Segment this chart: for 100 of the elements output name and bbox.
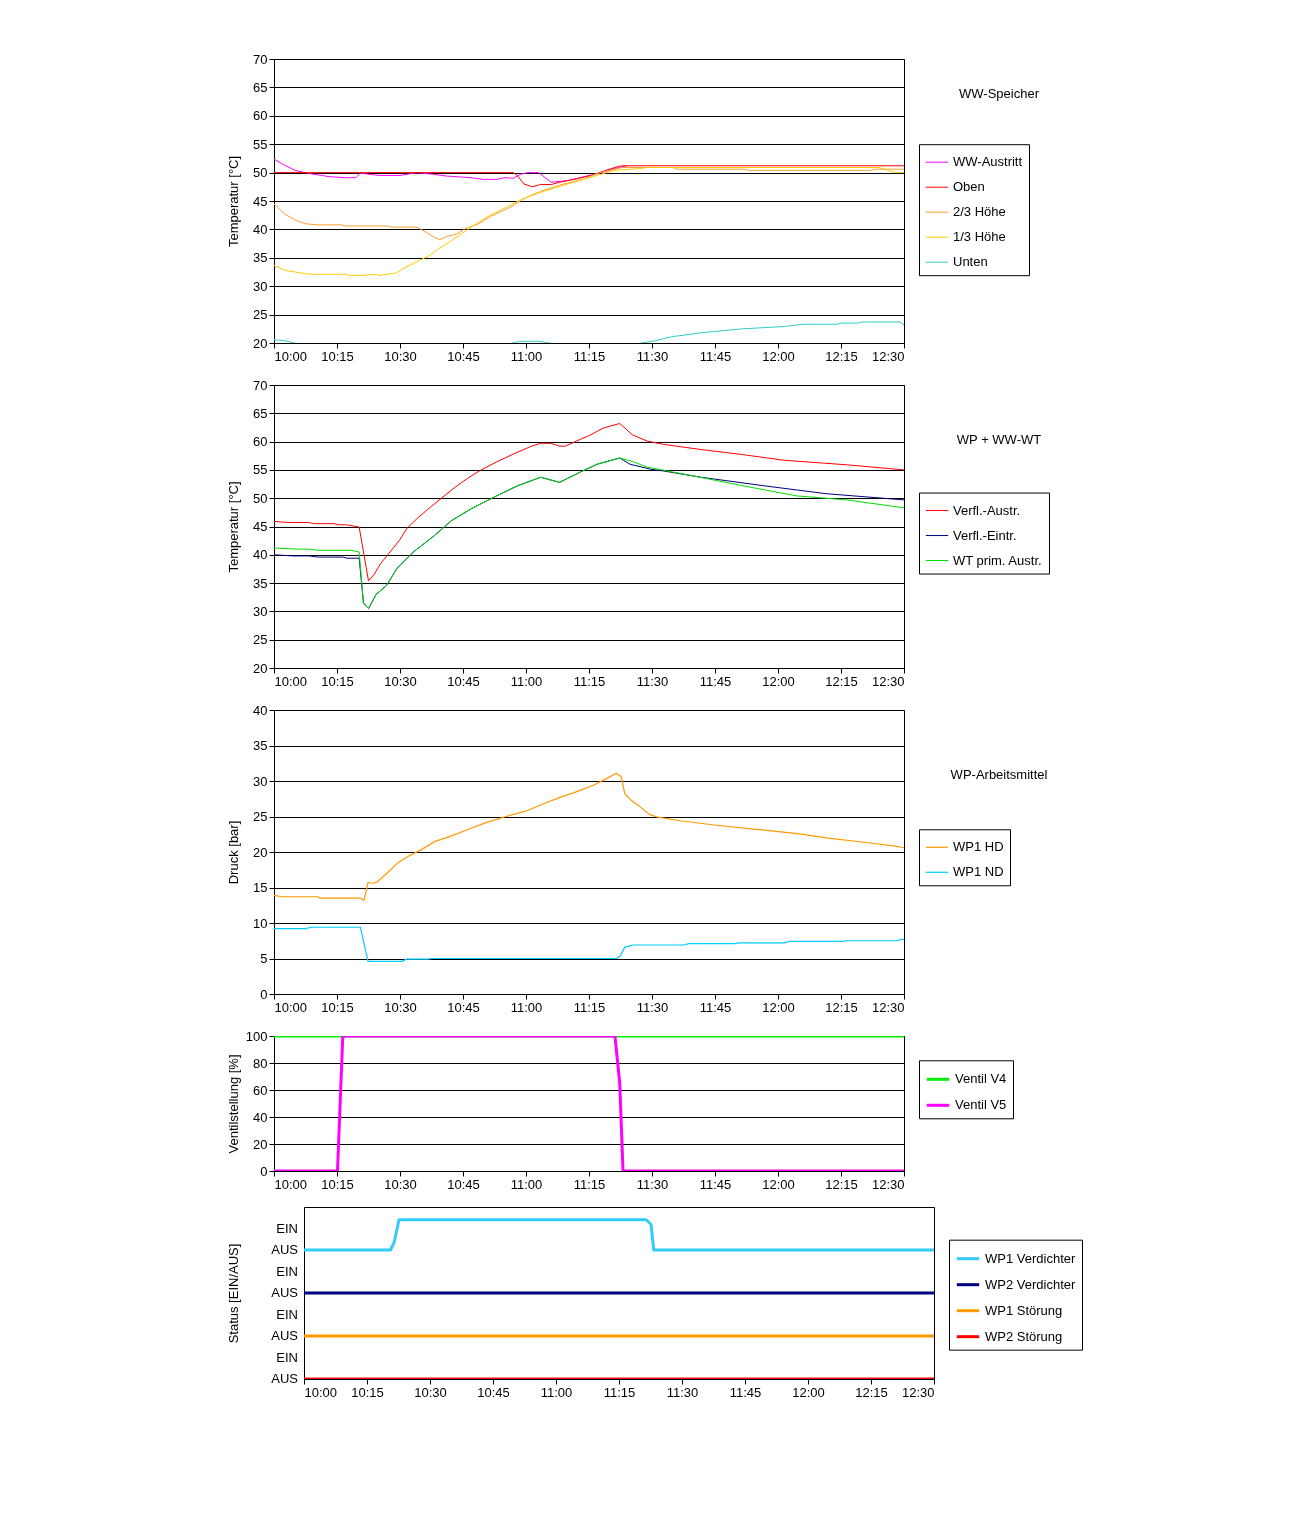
y-tick-label: 40 <box>253 702 268 718</box>
x-tick-label: 11:00 <box>540 1384 573 1400</box>
x-tick-label: 10:00 <box>274 1176 308 1192</box>
y-tick-label: 30 <box>253 603 268 619</box>
y-tick-label: 55 <box>253 136 268 152</box>
text: WP + WW-WT <box>956 432 1042 447</box>
y-tick-label: 65 <box>253 79 268 95</box>
x-tick-label: 12:00 <box>762 348 795 364</box>
x-tick-label: 11:30 <box>636 999 669 1015</box>
x-tick-label: 10:30 <box>384 999 417 1015</box>
x-tick-label: 12:30 <box>871 999 905 1015</box>
y-axis-title: Temperatur [°C] <box>225 481 241 573</box>
x-tick-label: 11:15 <box>573 999 606 1015</box>
x-tick-label: 12:00 <box>792 1384 825 1400</box>
legend-label: 2/3 Höhe <box>953 204 1006 220</box>
legend-label: WP1 Verdichter <box>985 1250 1076 1266</box>
legend-label: WT prim. Austr. <box>953 552 1042 568</box>
y-axis-title: Druck [bar] <box>225 820 241 885</box>
x-tick-label: 12:15 <box>825 348 858 364</box>
legend-label: WP2 Störung <box>985 1328 1063 1344</box>
x-tick-label: 11:30 <box>636 673 669 689</box>
x-tick-label: 10:00 <box>274 348 308 364</box>
x-tick-label: 12:00 <box>762 999 795 1015</box>
y-tick-label: 45 <box>253 519 268 534</box>
legend-label: WP1 HD <box>953 839 1004 855</box>
y-axis-title: Ventilstellung [%] <box>225 1054 241 1154</box>
legend-label: WP1 Störung <box>985 1302 1063 1318</box>
y-tick-label: 20 <box>253 660 268 676</box>
y-tick-label: 30 <box>253 278 268 294</box>
y-tick-label: 35 <box>253 250 268 266</box>
y-tick-label: 25 <box>253 307 268 323</box>
y-tick-label: 45 <box>253 193 268 209</box>
y-tick-label: 50 <box>253 490 268 506</box>
x-tick-label: 12:15 <box>825 673 858 689</box>
y-tick-label: 35 <box>253 738 268 753</box>
x-tick-label: 10:00 <box>304 1384 338 1400</box>
x-tick-label: 11:15 <box>573 673 606 689</box>
y-tick-label: 50 <box>253 165 268 181</box>
x-tick-label: 10:00 <box>274 673 308 689</box>
x-tick-label: 10:15 <box>351 1384 384 1400</box>
x-tick-label: 11:30 <box>666 1384 699 1400</box>
y-tick-label: 40 <box>253 1109 268 1125</box>
legend-label: Oben <box>953 179 985 195</box>
legend-label: Verfl.-Eintr. <box>953 527 1017 543</box>
x-tick-label: 11:45 <box>699 999 732 1015</box>
y-tick-label: 65 <box>253 405 268 421</box>
y-tick-label: 20 <box>253 844 268 860</box>
x-tick-label: 10:45 <box>447 673 480 689</box>
legend-label: Ventil V5 <box>955 1097 1007 1113</box>
x-tick-label: 11:45 <box>699 348 732 364</box>
x-tick-label: 11:15 <box>603 1384 636 1400</box>
x-tick-label: 11:15 <box>573 348 606 364</box>
legend-label: Verfl.-Austr. <box>953 502 1021 518</box>
y-tick-label: 20 <box>253 335 268 351</box>
y-tick-label: 60 <box>253 434 268 450</box>
y-tick-label: 15 <box>253 880 268 895</box>
legend-label: 1/3 Höhe <box>953 229 1006 245</box>
y-tick-label: 100 <box>245 1028 268 1044</box>
text: AUS <box>271 1242 299 1257</box>
legend-label: WP2 Verdichter <box>985 1276 1076 1292</box>
x-tick-label: 12:30 <box>901 1384 935 1400</box>
x-tick-label: 11:45 <box>699 673 732 689</box>
y-tick-label: 0 <box>260 1163 268 1179</box>
text: AUS <box>271 1328 299 1343</box>
legend-label: WP1 ND <box>953 864 1004 880</box>
x-tick-label: 11:30 <box>636 348 669 364</box>
x-tick-label: 12:00 <box>762 1176 795 1192</box>
y-tick-label: 80 <box>253 1055 268 1071</box>
y-axis-title: Status [EIN/AUS] <box>225 1243 241 1344</box>
y-tick-label: 35 <box>253 575 268 591</box>
y-tick-label: 10 <box>253 915 268 931</box>
line-series <box>274 158 628 183</box>
text: WP-Arbeitsmittel <box>950 767 1048 782</box>
x-tick-label: 12:30 <box>871 1176 905 1192</box>
y-tick-label: 30 <box>253 773 268 789</box>
text: EIN <box>276 1263 298 1279</box>
x-tick-label: 11:00 <box>510 673 543 689</box>
x-tick-label: 11:00 <box>510 1176 543 1192</box>
x-tick-label: 10:30 <box>384 673 417 689</box>
x-tick-label: 11:45 <box>699 1176 732 1192</box>
y-tick-label: 60 <box>253 108 268 124</box>
x-tick-label: 12:30 <box>871 673 905 689</box>
x-tick-label: 11:30 <box>636 1176 669 1192</box>
legend-label: Unten <box>953 254 988 270</box>
x-tick-label: 10:45 <box>477 1384 510 1400</box>
y-tick-label: 0 <box>260 986 268 1002</box>
x-tick-label: 10:30 <box>414 1384 447 1400</box>
text: EIN <box>276 1220 298 1236</box>
y-tick-label: 40 <box>253 221 268 237</box>
x-tick-label: 12:15 <box>825 1176 858 1192</box>
y-tick-label: 20 <box>253 1136 268 1152</box>
x-tick-label: 11:00 <box>510 999 543 1015</box>
x-tick-label: 11:45 <box>729 1384 762 1400</box>
legend-label: WW-Austritt <box>953 154 1023 170</box>
y-tick-label: 25 <box>253 809 268 824</box>
y-tick-label: 60 <box>253 1082 268 1098</box>
x-tick-label: 11:00 <box>510 348 543 364</box>
y-tick-label: 55 <box>253 462 268 478</box>
x-tick-label: 10:45 <box>447 1176 480 1192</box>
x-tick-label: 10:15 <box>321 999 354 1015</box>
